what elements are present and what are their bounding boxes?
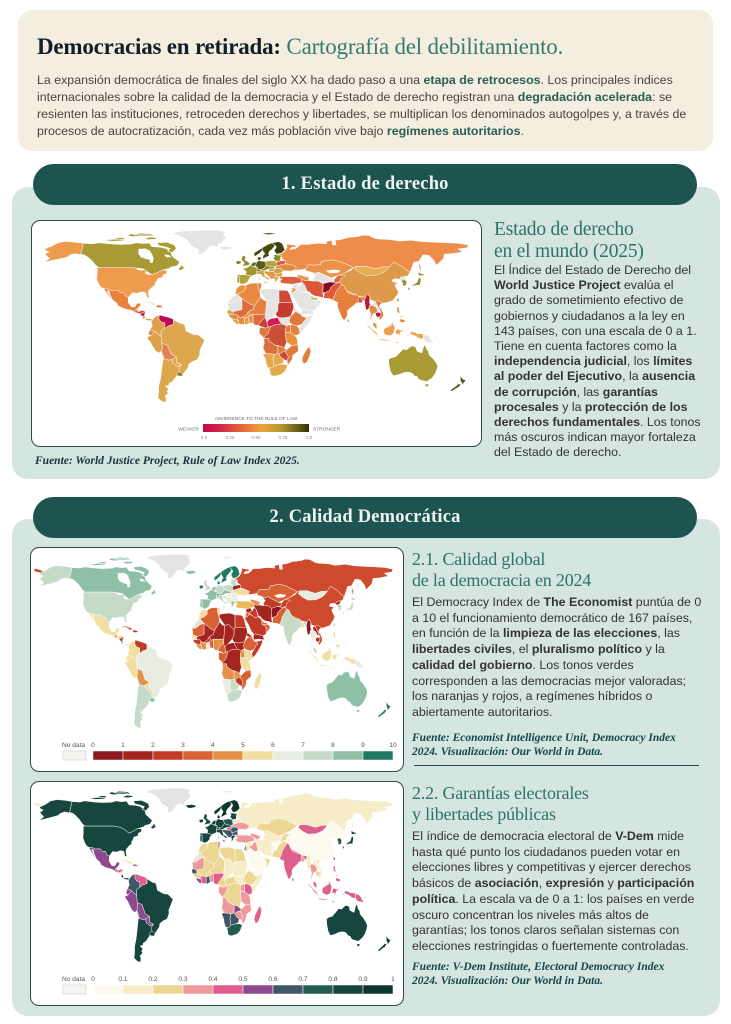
svg-text:0.2: 0.2	[148, 976, 157, 983]
svg-text:4: 4	[211, 742, 215, 749]
svg-text:0.8: 0.8	[328, 976, 337, 983]
svg-text:1: 1	[391, 976, 395, 983]
svg-text:0.75: 0.75	[279, 435, 288, 440]
svg-text:0: 0	[91, 976, 95, 983]
svg-text:0.6: 0.6	[268, 976, 277, 983]
svg-text:7: 7	[301, 742, 305, 749]
svg-text:0.3: 0.3	[178, 976, 187, 983]
svg-text:0.9: 0.9	[358, 976, 367, 983]
svg-text:10: 10	[389, 742, 397, 749]
svg-text:0.1: 0.1	[118, 976, 127, 983]
svg-text:WEAKER: WEAKER	[178, 427, 199, 433]
svg-text:5: 5	[241, 742, 245, 749]
svg-text:0.25: 0.25	[226, 435, 235, 440]
svg-text:0.7: 0.7	[298, 976, 307, 983]
svg-text:1: 1	[121, 742, 125, 749]
svg-text:3: 3	[181, 742, 185, 749]
svg-text:6: 6	[271, 742, 275, 749]
svg-text:0.5: 0.5	[238, 976, 247, 983]
svg-text:9: 9	[361, 742, 365, 749]
svg-text:0.0: 0.0	[201, 435, 208, 440]
svg-text:8: 8	[331, 742, 335, 749]
svg-text:STRONGER: STRONGER	[313, 427, 341, 433]
svg-text:1.0: 1.0	[306, 435, 313, 440]
svg-text:No data: No data	[62, 742, 85, 749]
svg-text:ADHERENCE TO THE RULE OF LAW: ADHERENCE TO THE RULE OF LAW	[215, 416, 298, 422]
svg-text:0: 0	[91, 742, 95, 749]
svg-text:0.4: 0.4	[208, 976, 217, 983]
svg-text:2: 2	[151, 742, 155, 749]
svg-text:0.50: 0.50	[252, 435, 261, 440]
svg-text:No data: No data	[62, 976, 85, 983]
